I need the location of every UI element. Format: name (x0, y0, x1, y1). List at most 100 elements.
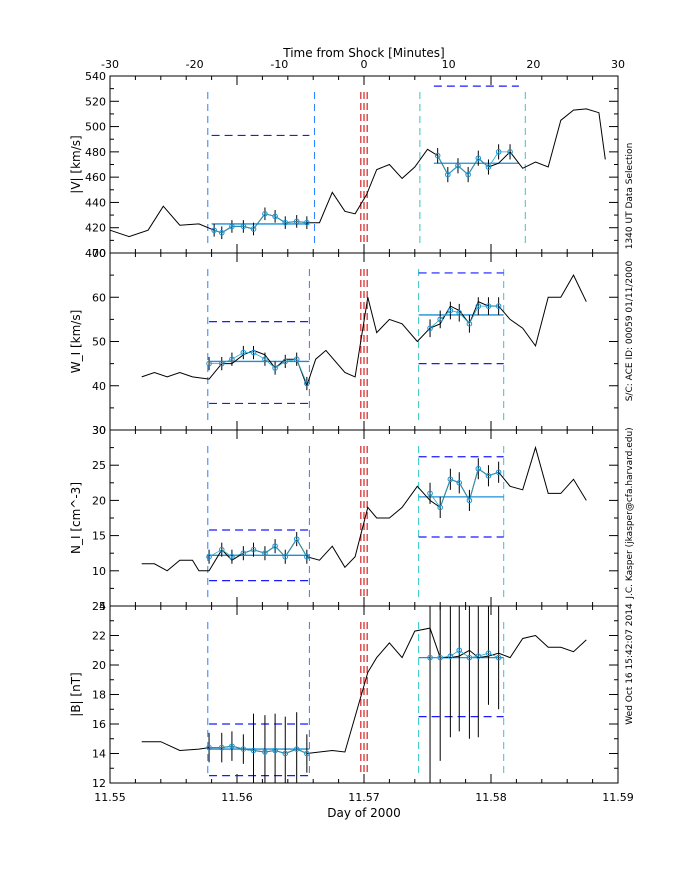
data-point (250, 226, 257, 232)
y-tick-label: 520 (85, 95, 106, 108)
y-tick-label: 50 (92, 336, 106, 349)
data-point (447, 476, 454, 483)
data-point (218, 229, 225, 236)
downstream-fit-line (429, 305, 499, 329)
data-point (475, 465, 482, 472)
y-tick-label: 20 (92, 659, 106, 672)
y-tick-label: 5 (99, 600, 106, 613)
y-tick-label: 480 (85, 146, 106, 159)
top-tick-label: -10 (270, 58, 288, 71)
upstream-fit-line (213, 213, 307, 234)
upstream-fit-line (209, 352, 308, 384)
bottom-axis-label: Day of 2000 (327, 806, 400, 820)
data-selection-label: 1340 UT Data Selection (625, 143, 635, 250)
data-point (262, 550, 268, 557)
y-tick-label: 440 (85, 196, 106, 209)
y-tick-label: 30 (92, 424, 106, 437)
y-tick-label: 10 (92, 565, 106, 578)
data-point (466, 321, 473, 327)
y-tick-label: 15 (92, 530, 106, 543)
y-tick-label: 12 (92, 777, 106, 790)
data-point (427, 490, 433, 497)
y-axis-label: W_I [km/s] (69, 310, 83, 374)
downstream-fit-line (437, 151, 511, 176)
y-tick-label: 540 (85, 70, 106, 83)
data-point (485, 472, 492, 479)
author-label: J.C. Kasper (jkasper@cfa.harvard.edu) (625, 427, 635, 599)
data-point (272, 543, 278, 549)
y-tick-label: 16 (92, 718, 106, 731)
y-tick-label: 420 (85, 222, 106, 235)
data-point (475, 155, 482, 161)
top-tick-label: 0 (361, 58, 368, 71)
data-point (272, 365, 278, 371)
y-tick-label: 25 (92, 459, 106, 472)
data-point (304, 750, 310, 757)
data-point (445, 171, 451, 178)
bottom-tick-label: 11.57 (348, 791, 380, 804)
panel-3: 5 10 15 20 25 30 N_I [cm^-3] (69, 424, 619, 613)
y-tick-label: 70 (92, 247, 106, 260)
data-point (206, 553, 212, 560)
y-tick-label: 400 (85, 247, 106, 260)
timestamp-label: Wed Oct 16 15:42:07 2014 (625, 603, 635, 725)
data-point (437, 316, 444, 323)
data-point (437, 504, 444, 511)
data-point (434, 152, 441, 159)
downstream-fit-line (429, 468, 499, 509)
data-point (456, 480, 463, 486)
data-point (272, 213, 278, 220)
data-point (262, 356, 268, 363)
y-tick-label: 500 (85, 121, 106, 134)
bottom-axis: Day of 2000 11.55 11.56 11.57 11.58 11.59 (94, 791, 634, 820)
panel-4: 12 14 16 18 20 22 24 |B| [nT] (69, 600, 619, 790)
data-point (304, 380, 310, 387)
top-tick-label: 30 (611, 58, 625, 71)
data-point (293, 356, 300, 363)
data-point (495, 469, 502, 476)
upstream-fit-line (209, 745, 307, 754)
data-point (456, 309, 463, 316)
y-tick-label: 20 (92, 494, 106, 507)
data-point (466, 654, 473, 661)
data-point (485, 164, 492, 170)
downstream-fit-line (430, 649, 499, 659)
top-axis: Time from Shock [Minutes] -30 -20 -10 0 10 20… (101, 46, 625, 71)
top-tick-label: -30 (101, 58, 119, 71)
data-line (141, 445, 587, 572)
data-point (293, 536, 300, 542)
y-tick-label: 460 (85, 171, 106, 184)
data-point (211, 227, 217, 234)
data-point (229, 553, 235, 560)
top-tick-label: 10 (442, 58, 456, 71)
data-point (240, 550, 247, 557)
top-tick-label: -20 (186, 58, 204, 71)
data-point (229, 356, 235, 363)
y-axis-label: N_I [cm^-3] (69, 482, 83, 554)
data-point (466, 497, 473, 504)
data-point (250, 546, 257, 553)
top-tick-label: 20 (526, 58, 540, 71)
bottom-tick-label: 11.55 (94, 791, 126, 804)
data-point (495, 654, 502, 661)
y-tick-label: 22 (92, 630, 106, 643)
y-axis-label: |V| [km/s] (69, 135, 83, 193)
y-tick-label: 60 (92, 291, 106, 304)
data-point (427, 325, 433, 332)
data-point (455, 162, 461, 169)
side-annotations: 1340 UT Data Selection S/C: ACE ID: 0005… (625, 143, 635, 725)
spacecraft-id-label: S/C: ACE ID: 00059 01/11/2000 (625, 260, 635, 401)
data-point (465, 171, 471, 178)
bottom-tick-label: 11.56 (221, 791, 253, 804)
y-axis-label: |B| [nT] (69, 672, 83, 716)
y-tick-label: 18 (92, 689, 106, 702)
data-point (282, 750, 289, 757)
y-tick-label: 30 (92, 424, 106, 437)
data-line (141, 274, 587, 388)
data-point (293, 746, 300, 752)
panel-1: 400 420 440 460 480 500 520 540 |V| [km/s] (69, 70, 619, 260)
y-tick-label: 14 (92, 748, 106, 761)
data-line (109, 108, 606, 238)
data-point (485, 650, 492, 657)
